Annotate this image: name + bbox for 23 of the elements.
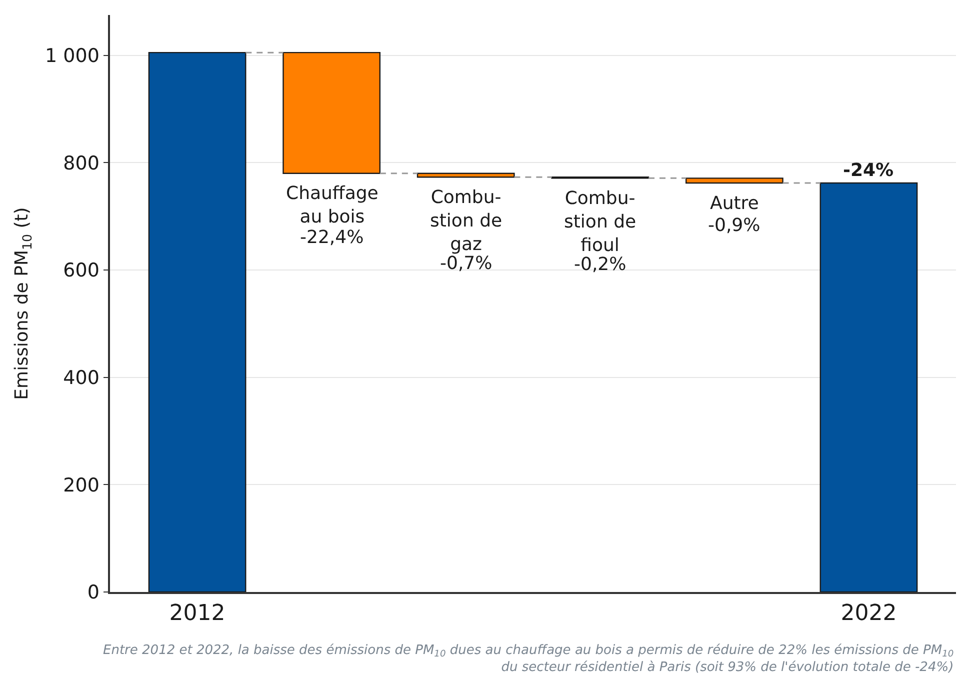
bar — [148, 52, 246, 592]
bar — [282, 52, 381, 174]
y-tick-label: 200 — [63, 474, 100, 496]
bar — [416, 172, 515, 178]
text: Entre 2012 et 2022, la baisse des émissions de PM$_{10}$ dues au chauffage au bois a permis de réduire de 22% les émissions de PM$_{10}$ du secteur résidentiel à Paris (soit 93% de l'évolution totale de -24%) — [103, 643, 954, 675]
y-tick-label: 400 — [63, 366, 100, 389]
y-tick-label: 800 — [63, 152, 100, 174]
annotation: -0,9% — [708, 215, 760, 236]
x-tick-label: Combu- stion de fioul — [564, 188, 636, 256]
x-tick-label: Combu- stion de gaz — [430, 187, 502, 255]
x-tick-label: 2022 — [840, 601, 897, 626]
x-tick-label: 2012 — [169, 601, 226, 626]
annotation: -0,2% — [574, 254, 626, 275]
bar — [685, 178, 784, 184]
annotation: -0,7% — [440, 253, 492, 274]
annotation: -22,4% — [300, 227, 364, 248]
y-tick-label: 600 — [63, 260, 100, 282]
x-tick-label: Chauffage au bois — [286, 183, 378, 228]
bar — [820, 182, 918, 592]
y-tick-label: 0 — [87, 582, 100, 604]
y-tick-label: 1 000 — [45, 44, 100, 67]
x-tick-label: Autre — [710, 193, 759, 214]
annotation: -24% — [843, 160, 894, 181]
